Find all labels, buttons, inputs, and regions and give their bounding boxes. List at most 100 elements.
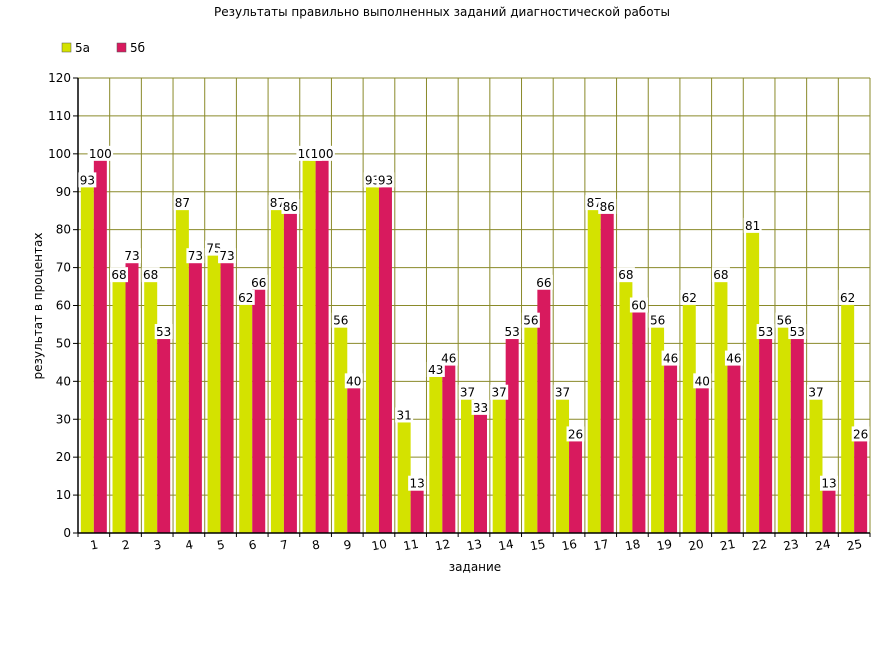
bar bbox=[429, 369, 443, 533]
data-label-bg bbox=[458, 384, 477, 400]
y-tick-labels: 0 10 20 30 40 50 60 70 80 90 100 110 120 bbox=[48, 71, 71, 540]
bar bbox=[492, 392, 506, 533]
y-tick-label: 100 bbox=[48, 147, 71, 161]
bar bbox=[714, 275, 728, 533]
data-label-bg bbox=[395, 407, 414, 423]
data-label: 68 bbox=[143, 268, 158, 282]
bar bbox=[822, 483, 836, 533]
legend-label-5a: 5а bbox=[75, 41, 90, 55]
x-tick-label: 21 bbox=[719, 537, 736, 553]
data-label-bg bbox=[331, 312, 350, 328]
data-label: 37 bbox=[460, 386, 475, 400]
data-label: 62 bbox=[238, 291, 253, 305]
bar bbox=[175, 203, 189, 533]
data-label-bg bbox=[503, 324, 522, 340]
data-label: 56 bbox=[333, 314, 348, 328]
y-tick-label: 0 bbox=[63, 526, 71, 540]
y-tick-label: 110 bbox=[48, 109, 71, 123]
data-label-bg bbox=[78, 172, 97, 188]
data-label: 43 bbox=[428, 363, 443, 377]
data-label-bg bbox=[819, 475, 838, 491]
bar bbox=[759, 332, 773, 533]
data-label: 46 bbox=[663, 352, 678, 366]
data-label: 26 bbox=[853, 427, 868, 441]
data-label-bg bbox=[661, 350, 680, 366]
data-label: 37 bbox=[492, 386, 507, 400]
data-label: 56 bbox=[650, 314, 665, 328]
data-label: 62 bbox=[682, 291, 697, 305]
x-tick-label: 11 bbox=[402, 537, 419, 553]
data-label: 93 bbox=[80, 173, 95, 187]
bar bbox=[220, 256, 234, 533]
y-tick-label: 30 bbox=[56, 412, 71, 426]
data-label: 93 bbox=[365, 173, 380, 187]
data-label-bg bbox=[173, 195, 192, 211]
bar bbox=[302, 153, 316, 534]
data-label: 87 bbox=[270, 196, 285, 210]
data-label: 100 bbox=[89, 147, 112, 161]
bar bbox=[777, 320, 791, 533]
x-tick-label: 22 bbox=[751, 537, 768, 553]
bar bbox=[207, 248, 221, 533]
data-label-bg bbox=[806, 384, 825, 400]
data-label-bg bbox=[521, 312, 540, 328]
legend-swatch-5b bbox=[116, 42, 127, 53]
data-label: 46 bbox=[441, 352, 456, 366]
x-tick-label: 24 bbox=[814, 537, 831, 553]
bar bbox=[556, 392, 570, 533]
y-tick-label: 80 bbox=[56, 223, 71, 237]
bar bbox=[252, 282, 266, 533]
x-tick-label: 6 bbox=[248, 538, 258, 553]
y-tick-label: 90 bbox=[56, 185, 71, 199]
legend-label-5b: 5б bbox=[130, 41, 145, 55]
x-tick-label: 13 bbox=[466, 537, 483, 553]
x-tick-label: 2 bbox=[121, 538, 131, 553]
bar bbox=[632, 305, 646, 533]
data-label-bg bbox=[236, 289, 255, 305]
bar bbox=[461, 392, 474, 533]
bars bbox=[80, 153, 868, 534]
data-label: 73 bbox=[188, 249, 203, 263]
bar bbox=[841, 297, 855, 533]
data-label: 37 bbox=[555, 386, 570, 400]
bar bbox=[144, 275, 158, 533]
bar bbox=[410, 483, 424, 533]
data-label-bg bbox=[743, 217, 762, 233]
data-label-bg bbox=[376, 172, 395, 188]
x-tick-label: 19 bbox=[656, 537, 673, 553]
x-tick-label: 16 bbox=[561, 537, 578, 553]
data-label-bg bbox=[344, 373, 363, 389]
y-tick-label: 50 bbox=[56, 336, 71, 350]
legend-swatch-5a bbox=[61, 42, 72, 53]
bar bbox=[80, 180, 94, 533]
data-label-bg bbox=[616, 267, 635, 283]
bar bbox=[188, 256, 202, 533]
data-label: 26 bbox=[568, 427, 583, 441]
bar bbox=[505, 332, 519, 533]
bar bbox=[239, 297, 253, 533]
data-label: 73 bbox=[219, 249, 234, 263]
bar bbox=[854, 434, 868, 533]
data-label: 81 bbox=[745, 219, 760, 233]
bar bbox=[790, 332, 804, 533]
data-label-bg bbox=[123, 248, 142, 264]
bar bbox=[809, 392, 823, 533]
data-label: 37 bbox=[808, 386, 823, 400]
data-label: 93 bbox=[378, 173, 393, 187]
data-label: 56 bbox=[777, 314, 792, 328]
data-label-bg bbox=[87, 145, 114, 161]
bar bbox=[365, 180, 379, 533]
data-label-bg bbox=[534, 274, 553, 290]
y-axis-label: результат в процентах bbox=[31, 233, 45, 380]
x-tick-label: 4 bbox=[184, 538, 194, 553]
bar bbox=[283, 206, 297, 533]
data-label-bg bbox=[566, 426, 585, 442]
data-label: 87 bbox=[587, 196, 602, 210]
data-label: 73 bbox=[124, 249, 139, 263]
x-tick-label: 10 bbox=[371, 537, 388, 553]
x-tick-label: 17 bbox=[592, 537, 609, 553]
data-label: 13 bbox=[821, 477, 836, 491]
x-tick-label: 14 bbox=[497, 537, 514, 553]
bar bbox=[93, 153, 107, 534]
